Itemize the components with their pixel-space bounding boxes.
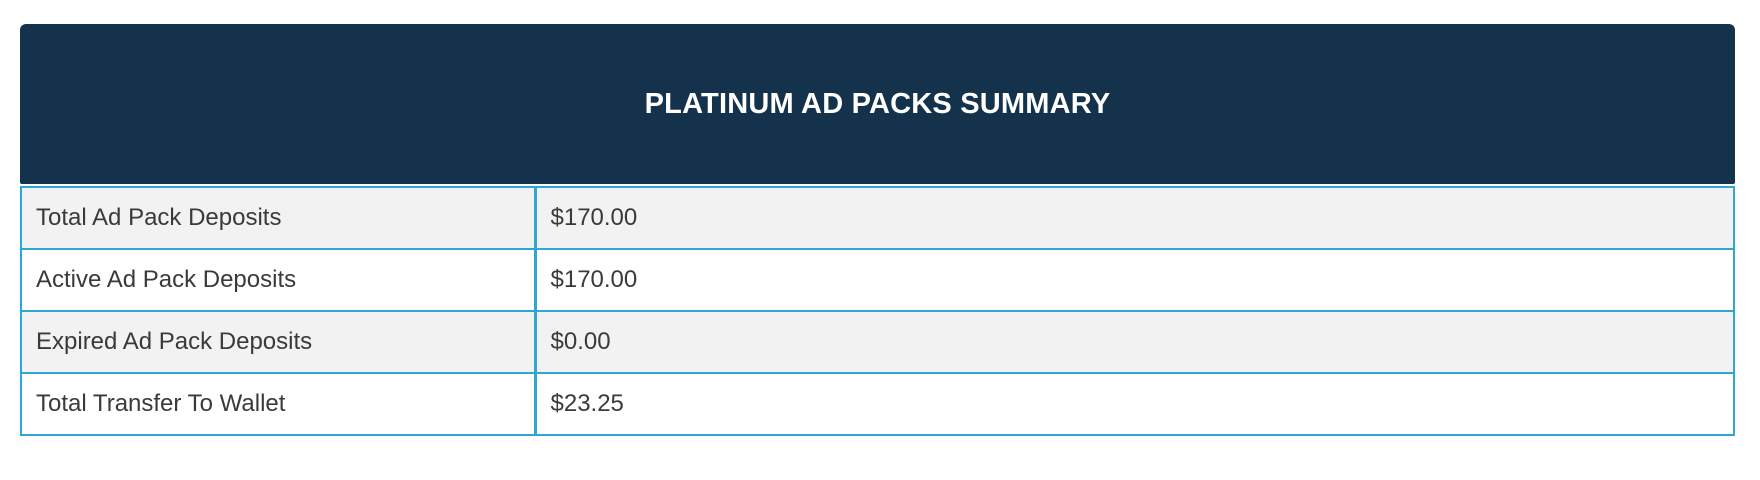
row-label: Expired Ad Pack Deposits (20, 310, 536, 374)
panel-header: PLATINUM AD PACKS SUMMARY (20, 24, 1735, 184)
row-value: $170.00 (533, 248, 1735, 312)
panel-title: PLATINUM AD PACKS SUMMARY (644, 87, 1111, 120)
table-row: Total Ad Pack Deposits $170.00 (20, 186, 1735, 250)
ad-packs-summary-panel: PLATINUM AD PACKS SUMMARY Total Ad Pack … (20, 24, 1735, 436)
row-label: Total Ad Pack Deposits (20, 186, 536, 250)
row-value: $170.00 (533, 186, 1735, 250)
row-label: Total Transfer To Wallet (20, 372, 536, 436)
table-row: Active Ad Pack Deposits $170.00 (20, 248, 1735, 312)
table-row: Expired Ad Pack Deposits $0.00 (20, 310, 1735, 374)
row-value: $23.25 (533, 372, 1735, 436)
row-value: $0.00 (533, 310, 1735, 374)
table-row: Total Transfer To Wallet $23.25 (20, 372, 1735, 436)
summary-table: Total Ad Pack Deposits $170.00 Active Ad… (20, 186, 1735, 436)
row-label: Active Ad Pack Deposits (20, 248, 536, 312)
